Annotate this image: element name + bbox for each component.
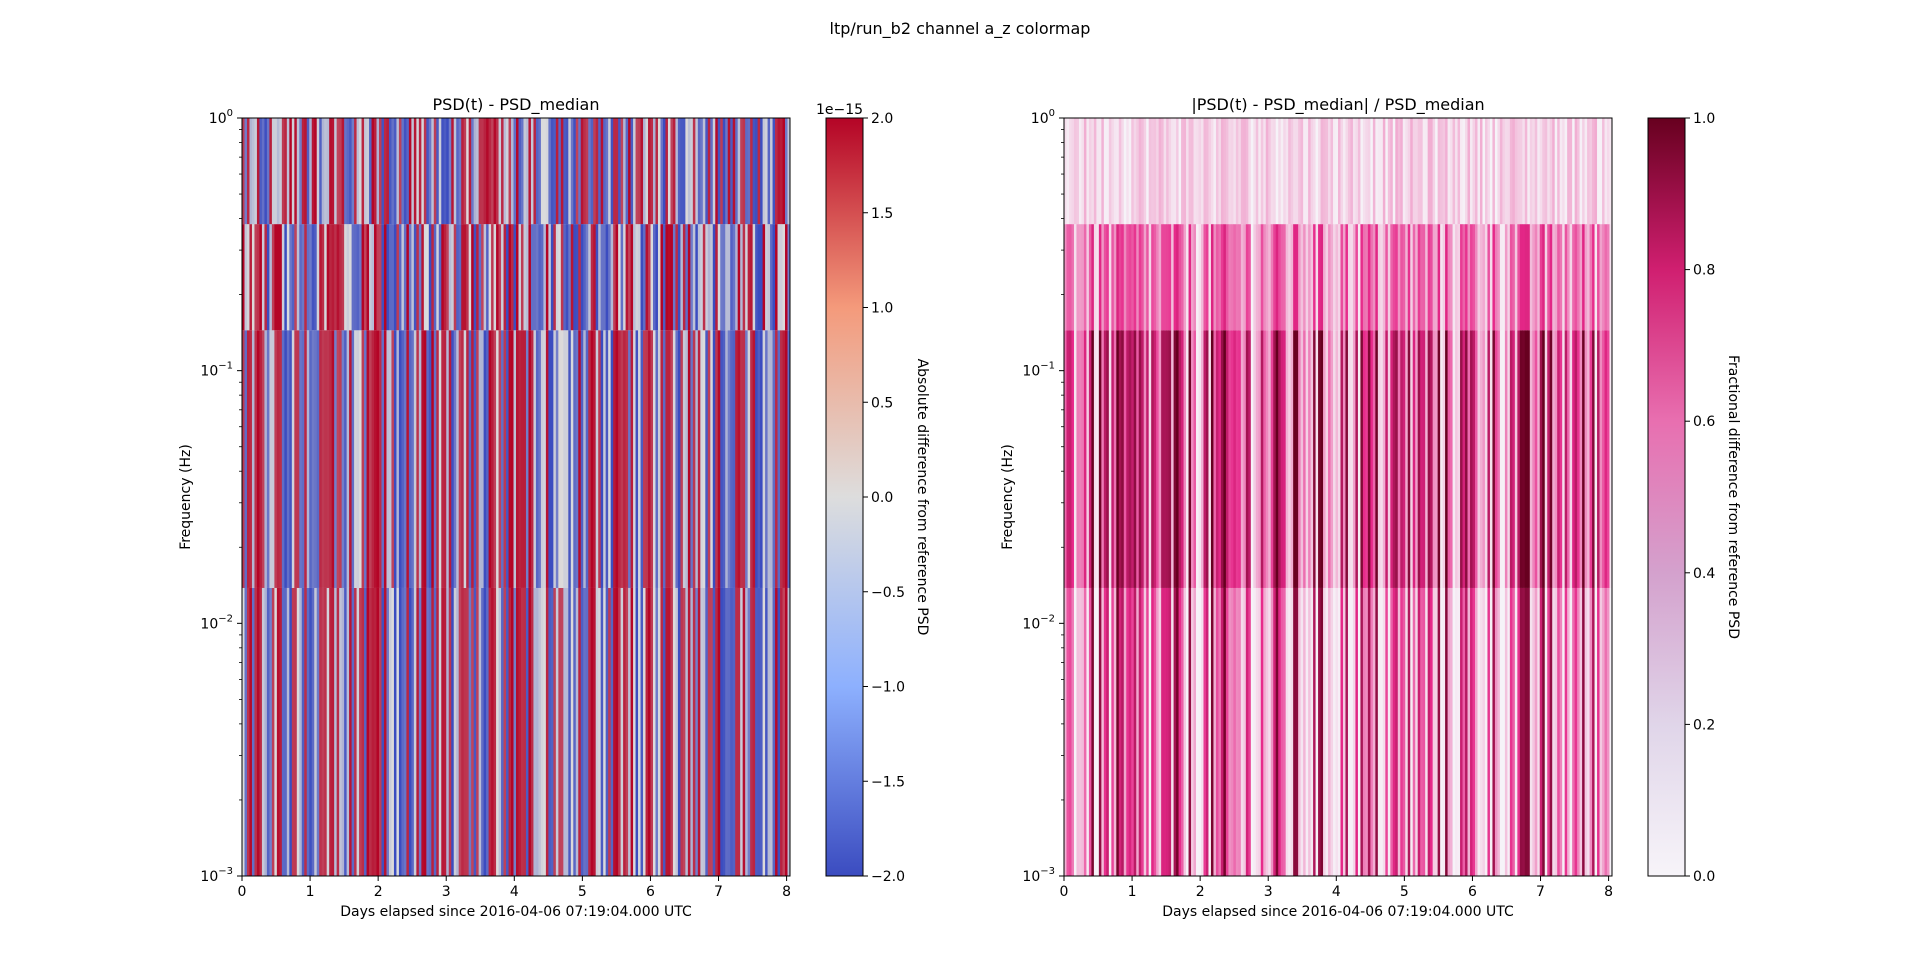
x-tick-label: 0 bbox=[238, 884, 247, 900]
x-tick-label: 2 bbox=[1196, 884, 1205, 900]
right-x-ticks: 0 1 2 3 4 5 6 7 8 bbox=[1060, 876, 1613, 900]
colorbar-tick-label: 0.2 bbox=[1693, 717, 1715, 733]
x-tick-label: 4 bbox=[510, 884, 519, 900]
y-tick-label: 100 bbox=[209, 108, 233, 127]
y-tick-label: 10−2 bbox=[1022, 613, 1055, 632]
right-colorbar-label: Fractional difference from reference PSD bbox=[1725, 355, 1741, 639]
x-tick-label: 3 bbox=[442, 884, 451, 900]
left-plot-title: PSD(t) - PSD_median bbox=[433, 95, 600, 115]
right-panel: |PSD(t) - PSD_median| / PSD_median 0 1 2 3 4… bbox=[1000, 95, 1741, 920]
x-tick-label: 4 bbox=[1332, 884, 1341, 900]
x-tick-label: 7 bbox=[1536, 884, 1545, 900]
y-tick-label: 10−1 bbox=[1022, 361, 1055, 380]
left-colorbar bbox=[825, 117, 864, 877]
right-plot-frame bbox=[1063, 117, 1613, 877]
left-plot-frame bbox=[241, 117, 791, 877]
left-x-axis-label: Days elapsed since 2016-04-06 07:19:04.0… bbox=[340, 904, 692, 920]
y-tick-label: 10−3 bbox=[200, 866, 233, 885]
x-tick-label: 1 bbox=[1128, 884, 1137, 900]
left-colorbar-label: Absolute difference from reference PSD bbox=[914, 359, 930, 636]
right-heatmap bbox=[1064, 118, 1612, 876]
right-plot-title: |PSD(t) - PSD_median| / PSD_median bbox=[1191, 95, 1484, 115]
left-y-ticks: 10−3 10−2 10−1 100 bbox=[200, 108, 242, 885]
colorbar-tick-label: −0.5 bbox=[871, 585, 905, 601]
y-tick-label: 10−1 bbox=[200, 361, 233, 380]
colorbar-tick-label: 1.0 bbox=[871, 301, 893, 317]
colorbar-tick-label: 0.6 bbox=[1693, 414, 1715, 430]
left-colorbar-scale: 1e−15 bbox=[816, 102, 863, 118]
left-colorbar-ticks: 2.0 1.5 1.0 0.5 0.0 −0.5 −1.0 −1.5 −2.0 bbox=[863, 111, 905, 885]
x-tick-label: 1 bbox=[306, 884, 315, 900]
x-tick-label: 3 bbox=[1264, 884, 1273, 900]
x-tick-label: 5 bbox=[578, 884, 587, 900]
colorbar-tick-label: 0.5 bbox=[871, 395, 893, 411]
right-x-axis-label: Days elapsed since 2016-04-06 07:19:04.0… bbox=[1162, 904, 1514, 920]
colorbar-tick-label: 2.0 bbox=[871, 111, 893, 127]
colorbar-tick-label: 1.5 bbox=[871, 206, 893, 222]
right-colorbar bbox=[1647, 117, 1686, 877]
figure-title: ltp/run_b2 channel a_z colormap bbox=[830, 19, 1091, 39]
left-heatmap bbox=[242, 118, 790, 876]
colorbar-tick-label: −1.5 bbox=[871, 774, 905, 790]
colorbar-tick-label: 0.8 bbox=[1693, 263, 1715, 279]
right-y-ticks: 10−3 10−2 10−1 100 bbox=[1022, 108, 1064, 885]
right-y-axis-label: Frequency (Hz) bbox=[1000, 444, 1016, 550]
x-tick-label: 8 bbox=[782, 884, 791, 900]
x-tick-label: 6 bbox=[1468, 884, 1477, 900]
y-tick-label: 100 bbox=[1031, 108, 1055, 127]
right-colorbar-ticks: 1.0 0.8 0.6 0.4 0.2 0.0 bbox=[1685, 111, 1715, 885]
colorbar-tick-label: 0.0 bbox=[871, 490, 893, 506]
colorbar-tick-label: 1.0 bbox=[1693, 111, 1715, 127]
colorbar-tick-label: −1.0 bbox=[871, 680, 905, 696]
x-tick-label: 7 bbox=[714, 884, 723, 900]
left-x-ticks: 0 1 2 3 4 5 6 7 8 bbox=[238, 876, 791, 900]
y-tick-label: 10−2 bbox=[200, 613, 233, 632]
y-tick-label: 10−3 bbox=[1022, 866, 1055, 885]
x-tick-label: 2 bbox=[374, 884, 383, 900]
x-tick-label: 0 bbox=[1060, 884, 1069, 900]
x-tick-label: 5 bbox=[1400, 884, 1409, 900]
x-tick-label: 6 bbox=[646, 884, 655, 900]
colorbar-tick-label: 0.0 bbox=[1693, 869, 1715, 885]
colorbar-tick-label: 0.4 bbox=[1693, 566, 1715, 582]
left-y-axis-label: Frequency (Hz) bbox=[178, 444, 194, 550]
x-tick-label: 8 bbox=[1604, 884, 1613, 900]
colorbar-tick-label: −2.0 bbox=[871, 869, 905, 885]
